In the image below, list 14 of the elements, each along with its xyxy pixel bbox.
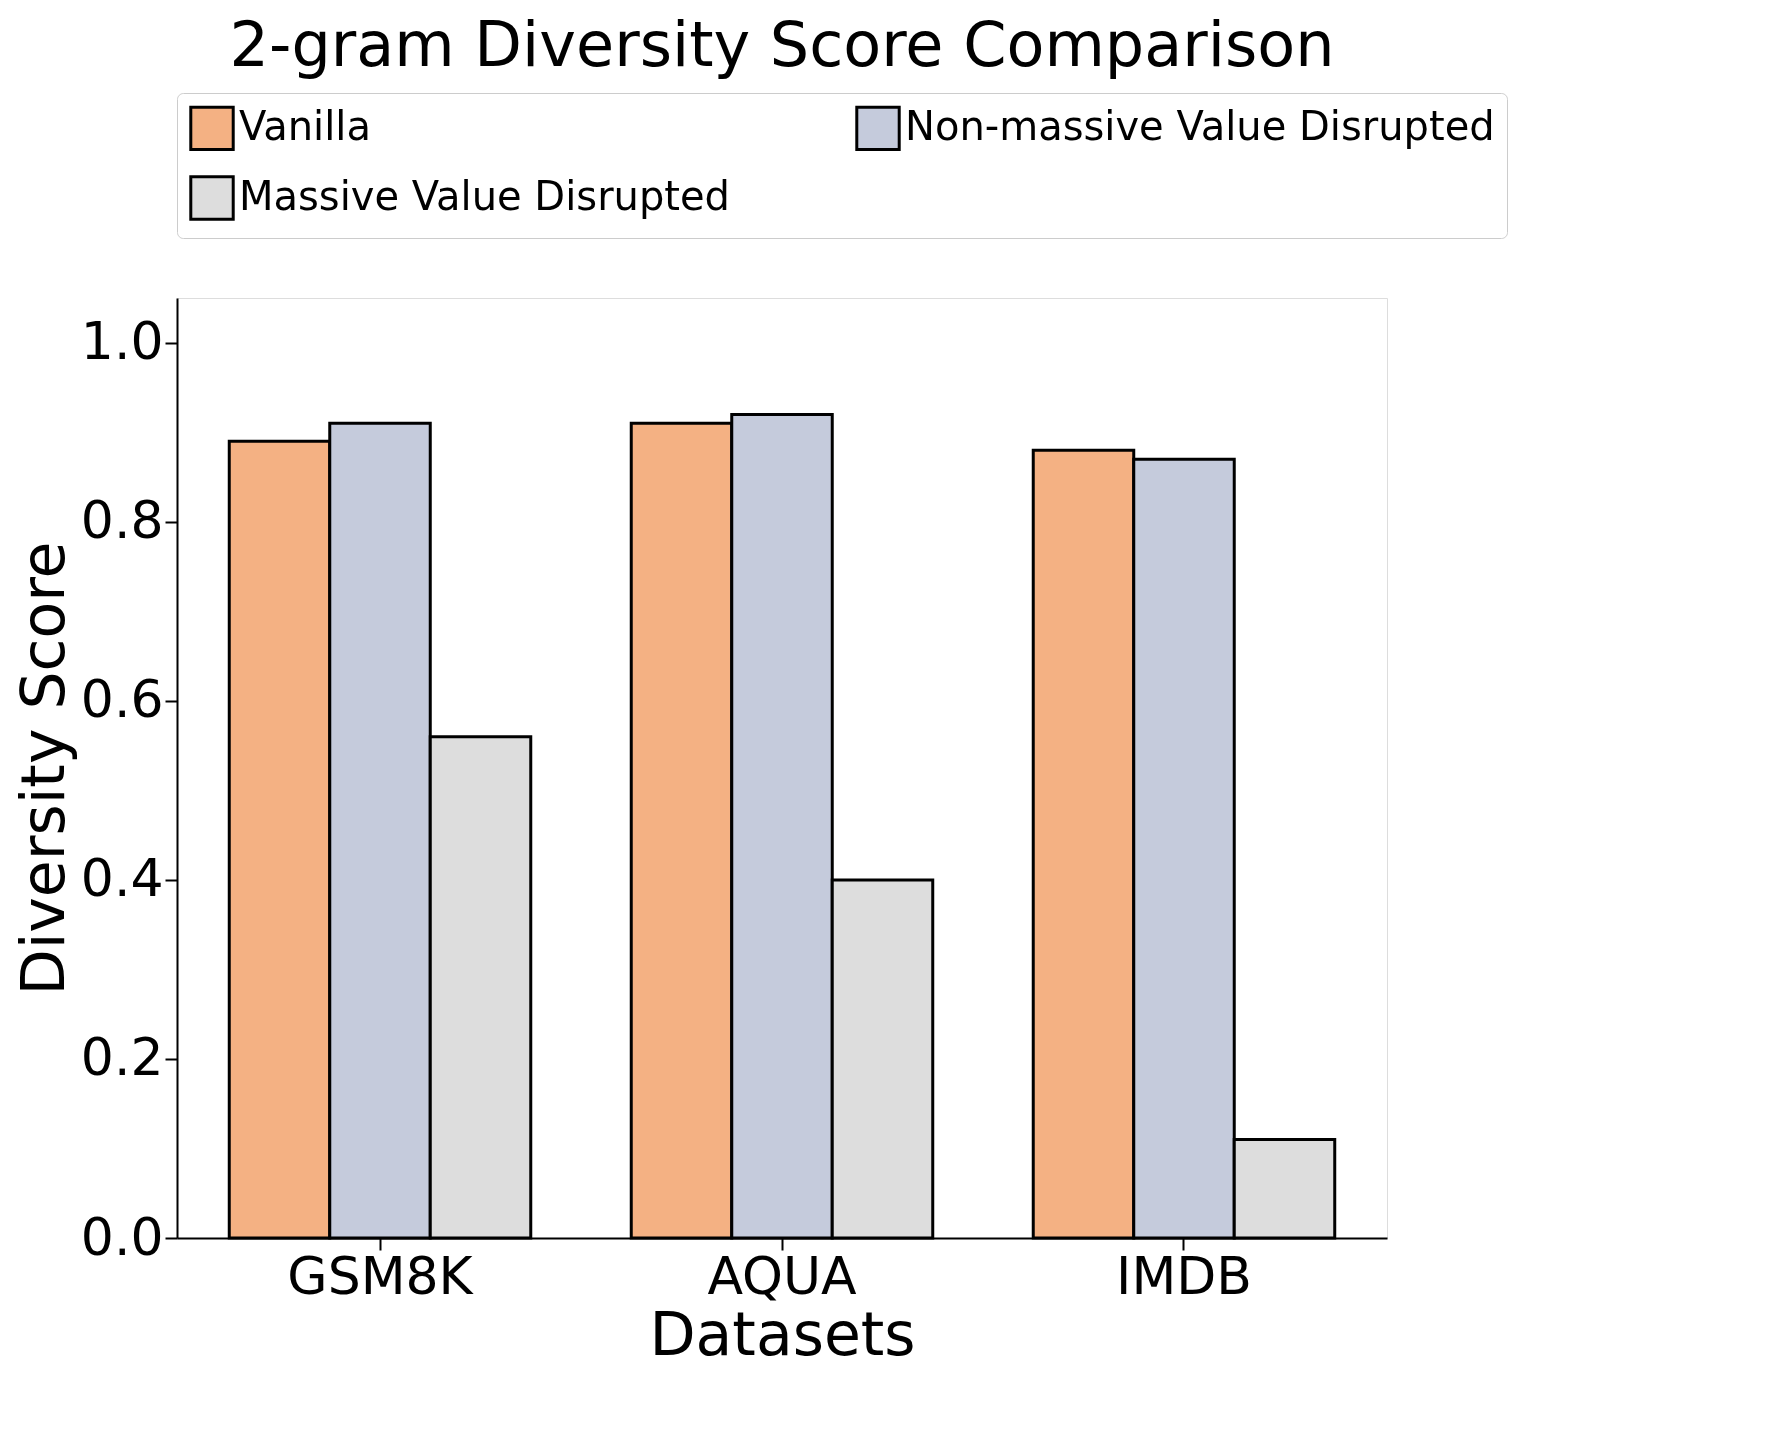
x-tick-label: IMDB — [1116, 1245, 1252, 1306]
y-tick-label: 1.0 — [80, 311, 164, 372]
chart-title: 2-gram Diversity Score Comparison — [229, 7, 1335, 81]
y-axis-title: Diversity Score — [7, 541, 78, 996]
y-tick-label: 0.6 — [80, 669, 164, 730]
legend-label: Non-massive Value Disrupted — [905, 103, 1495, 150]
x-tick-label: GSM8K — [287, 1245, 475, 1306]
y-tick-label: 0.2 — [80, 1027, 164, 1088]
y-tick-label: 0.0 — [80, 1206, 164, 1267]
x-tick-label: AQUA — [707, 1245, 858, 1306]
legend-label: Massive Value Disrupted — [239, 173, 730, 219]
legend-label: Vanilla — [239, 103, 371, 150]
y-tick-label: 0.4 — [80, 848, 164, 909]
y-tick-label: 0.8 — [80, 490, 164, 551]
